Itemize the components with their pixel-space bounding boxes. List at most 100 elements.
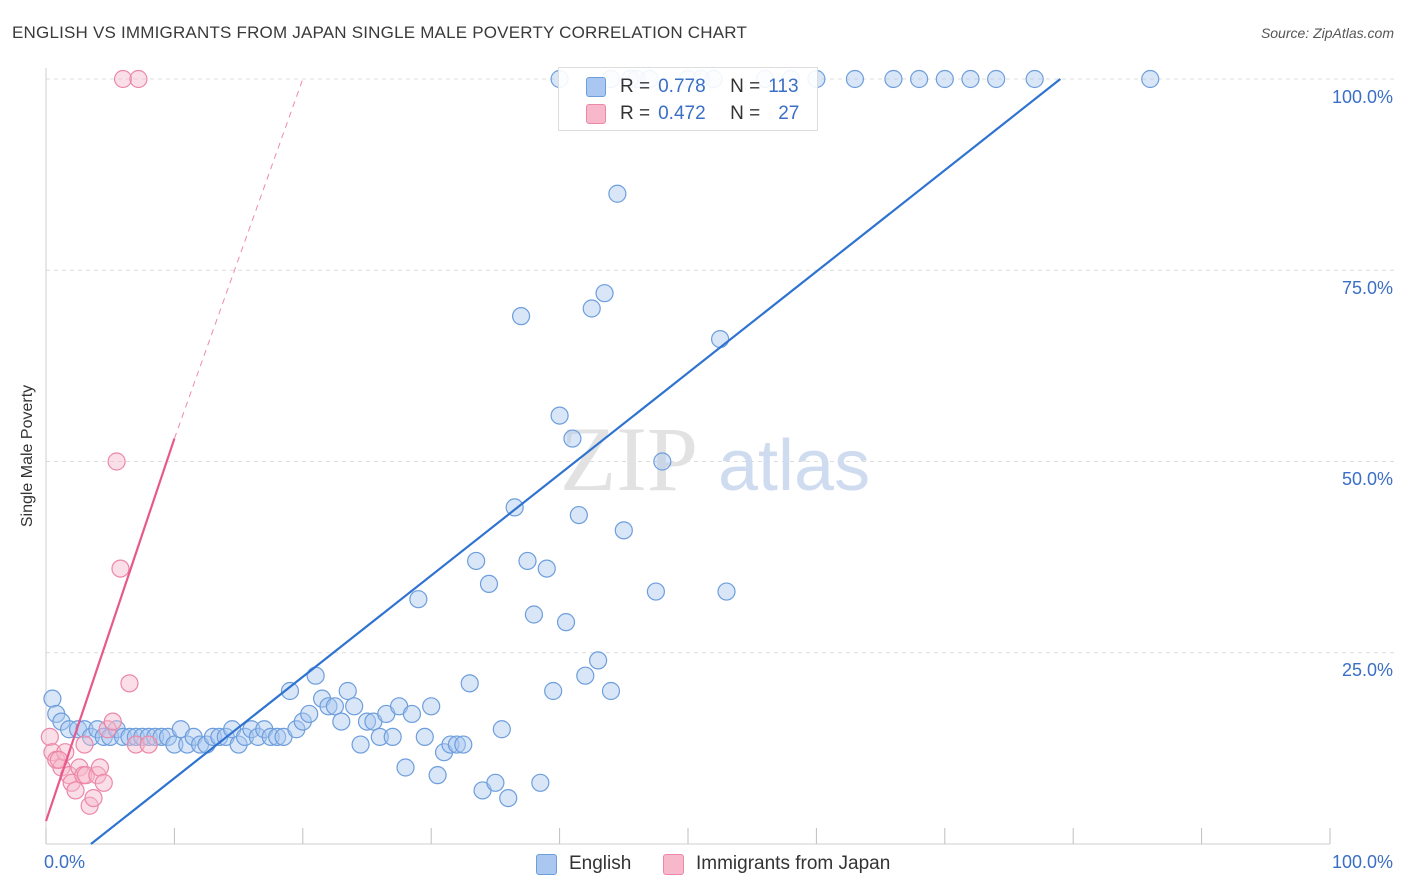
- english-point: [569, 505, 588, 525]
- english-point: [396, 758, 415, 777]
- english-legend-swatch: [536, 853, 557, 875]
- japan-r-value: 0.472: [658, 103, 706, 124]
- r-label: R =: [620, 103, 651, 124]
- japan-point: [94, 773, 113, 792]
- english-point: [52, 712, 71, 731]
- english-point: [422, 697, 441, 716]
- english-point: [319, 697, 338, 716]
- english-point: [531, 773, 550, 792]
- english-point: [332, 712, 351, 731]
- japan-point: [113, 69, 133, 89]
- japan-point: [139, 735, 158, 754]
- japan-point: [84, 788, 103, 808]
- n-label: N =: [730, 76, 761, 97]
- english-point: [345, 697, 364, 716]
- english-point: [402, 704, 422, 724]
- english-point: [601, 681, 621, 701]
- legend-japan: Immigrants from Japan: [663, 852, 890, 876]
- japan-point: [126, 735, 145, 754]
- english-point: [961, 69, 980, 89]
- japan-legend-swatch: [663, 853, 684, 875]
- japan-points: [40, 69, 158, 815]
- y-tick-25: 25.0%: [1341, 660, 1393, 680]
- english-point: [910, 69, 929, 89]
- english-point: [409, 590, 428, 609]
- gridlines: [46, 78, 1394, 654]
- english-r-value: 0.778: [658, 76, 706, 97]
- english-point: [203, 727, 223, 747]
- english-point: [499, 788, 518, 808]
- english-point: [589, 651, 608, 670]
- english-point: [653, 452, 672, 471]
- chart-title: ENGLISH VS IMMIGRANTS FROM JAPAN SINGLE …: [12, 23, 748, 42]
- english-point: [614, 521, 633, 540]
- watermark-atlas: atlas: [718, 426, 870, 506]
- axes: [45, 68, 1331, 845]
- english-point: [524, 605, 544, 624]
- english-point: [165, 735, 184, 754]
- english-n-value: 113: [768, 76, 799, 97]
- english-point: [447, 735, 466, 754]
- english-point: [717, 582, 736, 601]
- r-label: R =: [620, 76, 651, 97]
- english-trend-line: [90, 78, 1062, 845]
- y-tick-75: 75.0%: [1341, 278, 1393, 298]
- english-point: [582, 299, 601, 318]
- english-point: [268, 727, 287, 747]
- trend-lines: [44, 78, 1062, 845]
- english-point: [300, 704, 319, 724]
- english-point: [1141, 69, 1160, 89]
- english-point: [428, 766, 447, 785]
- japan-point: [120, 674, 139, 693]
- japan-point: [129, 69, 148, 89]
- japan-point: [90, 758, 110, 777]
- english-point: [1025, 69, 1044, 89]
- legend-row-japan: R = 0.472 N = 27: [559, 101, 799, 127]
- english-point: [511, 307, 531, 326]
- english-point: [518, 551, 537, 571]
- english-point: [608, 184, 627, 203]
- english-point: [467, 551, 486, 571]
- english-point: [845, 69, 865, 89]
- english-point: [325, 697, 344, 716]
- watermark: ZIP atlas: [560, 408, 870, 510]
- japan-legend-label: Immigrants from Japan: [696, 853, 891, 874]
- english-point: [280, 681, 300, 701]
- english-point: [383, 727, 402, 747]
- english-point: [556, 613, 576, 632]
- n-label: N =: [730, 103, 761, 124]
- english-point: [460, 674, 479, 693]
- english-point: [537, 559, 556, 578]
- correlation-legend: R = 0.778 N = 113 R = 0.472 N = 27: [558, 67, 818, 131]
- english-point: [486, 773, 505, 792]
- japan-point: [75, 735, 94, 754]
- english-point: [338, 681, 357, 701]
- english-point: [935, 69, 954, 89]
- japan-point: [103, 712, 122, 731]
- english-point: [43, 689, 62, 708]
- english-point: [454, 735, 473, 754]
- japan-n-value: 27: [778, 103, 800, 124]
- y-tick-100: 100.0%: [1331, 87, 1393, 107]
- source-label: Source: ZipAtlas.com: [1260, 25, 1394, 41]
- legend-english: English: [536, 852, 631, 876]
- english-point: [441, 735, 460, 754]
- english-point: [550, 406, 569, 425]
- japan-trend-extension: [173, 78, 304, 439]
- english-point: [415, 727, 434, 747]
- english-point: [646, 582, 666, 601]
- english-point: [351, 735, 370, 754]
- english-point: [563, 429, 582, 448]
- english-swatch: [586, 77, 606, 97]
- legend-row-english: R = 0.778 N = 113: [559, 74, 799, 100]
- japan-point: [66, 781, 85, 800]
- japan-point: [40, 727, 59, 747]
- english-legend-label: English: [569, 853, 632, 874]
- japan-trend-line: [44, 438, 176, 822]
- english-point: [479, 574, 499, 594]
- english-point: [357, 712, 377, 731]
- watermark-zip: ZIP: [560, 408, 698, 510]
- english-point: [370, 727, 389, 747]
- english-point: [576, 666, 595, 685]
